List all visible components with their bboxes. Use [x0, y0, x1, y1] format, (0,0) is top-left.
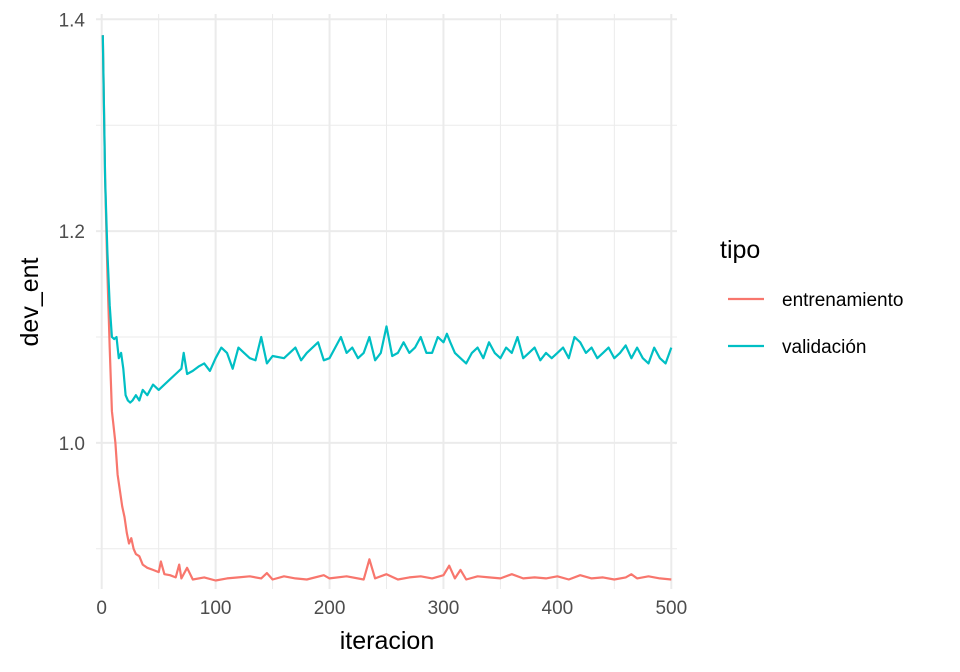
y-tick-label: 1.4: [59, 10, 86, 31]
y-tick-label: 1.2: [59, 222, 85, 243]
x-axis-title: iteracion: [340, 627, 435, 655]
y-axis-title: dev_ent: [16, 257, 44, 346]
x-tick-label: 300: [428, 598, 460, 619]
series-line-validacion: [101, 35, 673, 404]
x-tick-label: 100: [200, 598, 232, 619]
legend: tipo entrenamiento validación: [720, 236, 903, 358]
x-tick-label: 400: [542, 598, 574, 619]
x-tick-label: 200: [314, 598, 346, 619]
y-tick-label: 1.0: [59, 434, 85, 455]
grid: [96, 14, 677, 589]
series-lines: [101, 35, 673, 582]
tick-labels: 0 100 200 300 400 500 1.0 1.2 1.4: [59, 10, 688, 619]
legend-title: tipo: [720, 236, 760, 264]
series-line-entrenamiento: [101, 35, 672, 582]
x-tick-label: 0: [96, 598, 107, 619]
x-tick-label: 500: [655, 598, 687, 619]
legend-label-validacion: validación: [782, 337, 867, 358]
legend-label-entrenamiento: entrenamiento: [782, 290, 903, 311]
